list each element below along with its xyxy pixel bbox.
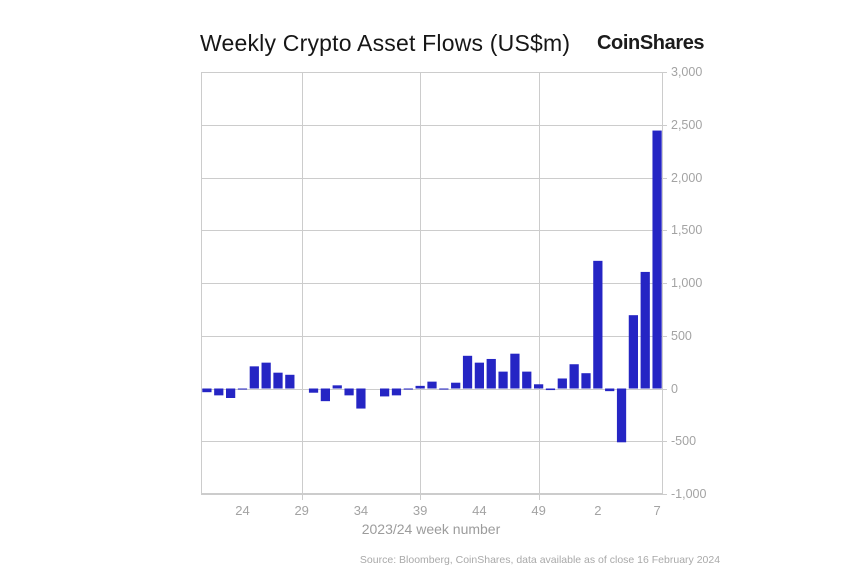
y-tick-label: 1,000 bbox=[671, 276, 703, 290]
bar-week-44 bbox=[474, 362, 484, 389]
bar-week-41 bbox=[439, 388, 449, 390]
bar-week-30 bbox=[308, 388, 319, 393]
x-tick-label: 29 bbox=[294, 503, 309, 518]
bar-week-24 bbox=[237, 388, 248, 390]
bar-week-21 bbox=[202, 388, 212, 393]
bar-week-22 bbox=[214, 388, 224, 396]
bar-week-40 bbox=[427, 381, 437, 389]
bar-week-36 bbox=[380, 388, 390, 397]
x-axis-title: 2023/24 week number bbox=[361, 521, 501, 537]
bar-week-27 bbox=[273, 372, 283, 389]
x-tick-label: 39 bbox=[412, 503, 428, 518]
bar-week-7 bbox=[652, 130, 662, 389]
bar-week-1 bbox=[581, 373, 591, 389]
bar-week-3 bbox=[605, 388, 615, 392]
bar-week-47 bbox=[510, 353, 520, 389]
bar-week-48 bbox=[522, 371, 532, 389]
bar-week-31 bbox=[320, 388, 330, 402]
bar-week-32 bbox=[332, 385, 342, 389]
bar-week-28 bbox=[285, 374, 295, 389]
y-tick-label: -500 bbox=[671, 434, 697, 449]
bar-week-2 bbox=[593, 260, 603, 389]
y-tick-label: -1,000 bbox=[671, 487, 707, 501]
bar-week-46 bbox=[498, 371, 508, 389]
bar-chart bbox=[201, 72, 667, 500]
x-tick-label: 49 bbox=[531, 503, 546, 518]
y-tick-label: 1,500 bbox=[671, 223, 703, 238]
bar-week-33 bbox=[344, 388, 354, 396]
x-tick-label: 7 bbox=[653, 503, 661, 518]
x-tick-label: 2 bbox=[594, 503, 602, 518]
source-note: Source: Bloomberg, CoinShares, data avai… bbox=[359, 554, 721, 566]
bar-week-39 bbox=[415, 385, 425, 389]
plot-border bbox=[201, 72, 663, 494]
x-tick-label: 44 bbox=[472, 503, 487, 518]
y-tick-label: 3,000 bbox=[671, 65, 703, 79]
bar-week-50 bbox=[545, 388, 556, 391]
bar-week-34 bbox=[356, 388, 366, 409]
y-tick-label: 2,000 bbox=[671, 170, 703, 185]
bar-week-4 bbox=[616, 388, 627, 443]
bar-week-43 bbox=[462, 355, 473, 389]
bar-week-23 bbox=[226, 388, 236, 398]
y-tick-label: 2,500 bbox=[671, 117, 703, 132]
bar-week-49 bbox=[534, 384, 544, 389]
bar-week-37 bbox=[391, 388, 402, 396]
bar-week-45 bbox=[486, 358, 496, 389]
y-tick-label: 500 bbox=[671, 328, 692, 343]
plot-area bbox=[201, 72, 667, 500]
bar-week-5 bbox=[628, 315, 638, 389]
bar-week-6 bbox=[640, 271, 650, 389]
bar-week-25 bbox=[249, 366, 259, 389]
coinshares-logo: CoinShares bbox=[597, 32, 705, 54]
x-tick-label: 24 bbox=[235, 503, 250, 518]
bar-week-26 bbox=[261, 362, 271, 389]
bar-week-38 bbox=[403, 388, 413, 390]
bar-week-52 bbox=[569, 364, 579, 389]
bar-week-51 bbox=[557, 378, 567, 389]
y-tick-label: 0 bbox=[671, 381, 678, 396]
bar-week-42 bbox=[451, 382, 461, 389]
x-tick-label: 34 bbox=[353, 503, 369, 518]
chart-title: Weekly Crypto Asset Flows (US$m) bbox=[200, 30, 571, 56]
